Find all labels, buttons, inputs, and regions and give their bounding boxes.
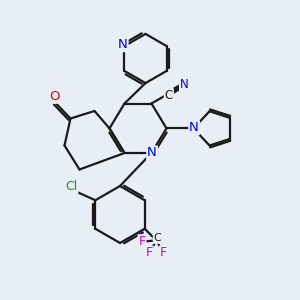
Text: N: N — [147, 146, 157, 160]
Text: F: F — [138, 235, 146, 248]
Text: C: C — [165, 89, 173, 102]
Text: C: C — [154, 233, 161, 243]
Text: F: F — [146, 246, 153, 260]
Text: N: N — [180, 78, 189, 91]
Text: O: O — [50, 90, 60, 103]
Text: N: N — [189, 121, 199, 134]
Text: F: F — [160, 246, 167, 260]
Text: N: N — [118, 38, 128, 51]
Text: Cl: Cl — [65, 180, 77, 193]
